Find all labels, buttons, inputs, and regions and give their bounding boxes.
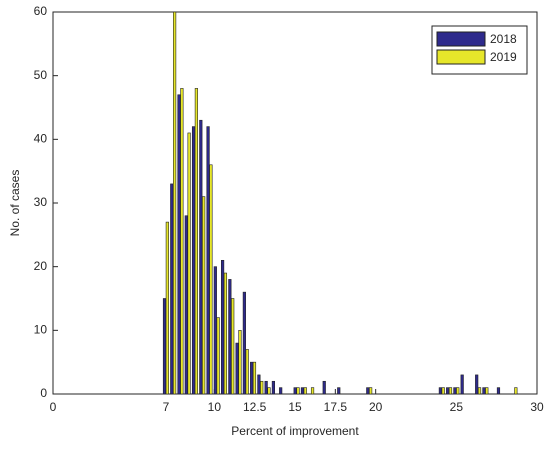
bar [293,387,297,395]
bar [213,266,217,395]
bar [477,387,482,395]
bar [446,387,450,395]
bar [369,387,373,395]
x-axis-label: Percent of improvement [231,424,359,438]
bar [216,317,220,395]
bar [260,380,264,395]
bar [496,387,501,395]
bar [235,342,239,395]
bar [209,164,213,395]
bar [482,387,486,395]
legend-label: 2019 [490,50,517,64]
bar [206,126,210,395]
plot-area [52,11,538,395]
x-tick-label: 20 [369,400,383,414]
bar [184,215,188,395]
bar [296,387,300,395]
bar [221,259,225,395]
bar [250,361,254,395]
bar [303,387,307,395]
bar [257,374,261,395]
legend-swatch [436,31,486,47]
bar [165,221,169,395]
y-tick-label: 20 [34,259,48,273]
y-tick-label: 40 [34,132,48,146]
bar [242,291,246,395]
bar [177,94,181,395]
bar [252,361,257,395]
y-tick-label: 30 [34,195,48,209]
bar [199,119,203,395]
bar [245,349,249,395]
x-tick-label: 17.5 [324,400,348,414]
bar [366,387,370,395]
bar [456,387,460,395]
bar [267,387,271,395]
bar [231,298,235,395]
y-tick-label: 0 [40,386,47,400]
bar [173,11,177,395]
x-tick-label: 7 [163,400,170,414]
bar [337,387,341,395]
bar [448,387,453,395]
y-tick-label: 60 [34,4,48,18]
x-tick-label: 0 [50,400,57,414]
bar [194,88,198,395]
y-tick-label: 50 [34,68,48,82]
bar [238,330,242,395]
bar [271,380,276,395]
y-tick-label: 10 [34,323,48,337]
bar [228,279,232,395]
bar [279,387,283,395]
bar [485,387,489,395]
bar [191,126,196,395]
legend-label: 2018 [490,32,517,46]
bar [180,88,184,395]
bar [441,387,445,395]
bar [162,298,167,395]
bar [187,132,191,395]
y-axis-label: No. of cases [8,170,22,237]
x-tick-label: 12.5 [243,400,267,414]
bar [453,387,457,395]
bar [322,380,326,395]
x-tick-label: 30 [530,400,544,414]
bar [514,387,518,395]
bar [438,387,442,395]
bar [170,183,174,395]
bar [264,380,268,395]
x-tick-label: 10 [208,400,222,414]
legend-swatch [436,49,486,65]
x-tick-label: 15 [288,400,302,414]
bar [475,374,479,395]
bar [223,272,228,395]
bar [300,387,305,395]
bar [310,387,315,395]
bar [202,196,206,395]
x-tick-label: 25 [450,400,464,414]
bar [460,374,464,395]
